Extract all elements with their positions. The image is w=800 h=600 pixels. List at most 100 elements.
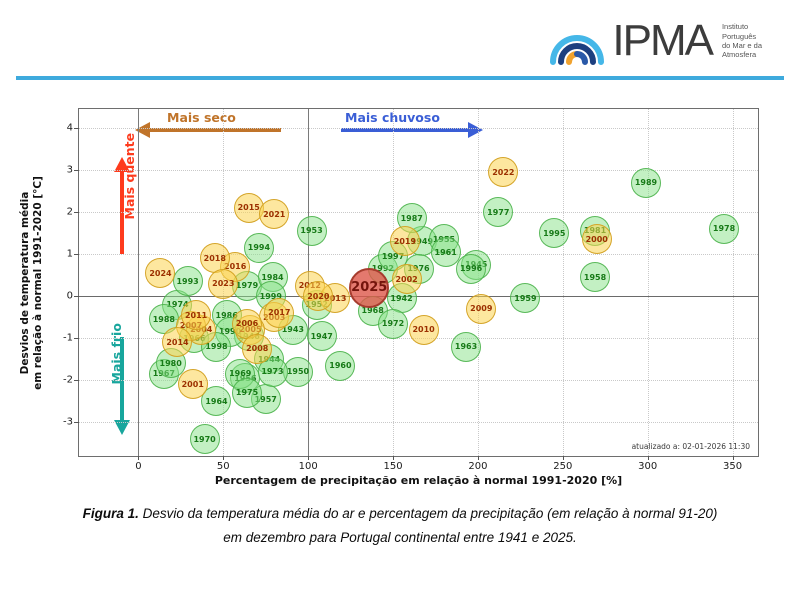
data-point-label: 1989	[634, 178, 658, 188]
x-tick-label-150: 150	[383, 461, 403, 472]
figure-caption-number: Figura 1.	[82, 506, 139, 521]
data-point-label: 1970	[193, 434, 216, 444]
data-point-label: 1958	[583, 272, 607, 282]
data-point-label: 2024	[149, 268, 172, 278]
gridline-y-3	[79, 169, 758, 171]
data-point-label: 1959	[514, 293, 537, 303]
y-axis-title: Desvios de temperatura média em relação …	[19, 133, 47, 433]
x-tick-label-100: 100	[298, 461, 318, 472]
y-tick-label-3: 3	[66, 164, 73, 176]
x-tick-label-300: 300	[638, 461, 658, 472]
y-tickmark-0	[74, 296, 79, 298]
wetter-arrow-line	[341, 128, 469, 132]
data-point-label: 2022	[492, 167, 515, 177]
y-tickmark-3	[74, 169, 79, 171]
data-point-label: 1978	[712, 224, 736, 234]
logo-subtext-line: Instituto	[721, 22, 749, 32]
data-point-label: 1957	[254, 394, 277, 404]
x-tick-label-350: 350	[722, 461, 743, 472]
colder-arrow-head-icon	[114, 420, 130, 435]
data-point-2022: 2022	[488, 157, 519, 188]
x-tick-label-200: 200	[468, 461, 488, 472]
data-point-label: 1980	[159, 358, 182, 368]
data-point-label: 2002	[395, 274, 418, 284]
data-point-1970: 1970	[189, 424, 220, 455]
data-point-label: 2023	[212, 279, 235, 289]
data-point-1958: 1958	[580, 262, 611, 293]
data-point-label: 2001	[181, 379, 204, 389]
data-point-label: 2016	[224, 262, 247, 272]
data-point-label: 2025	[351, 280, 388, 296]
data-point-1975: 1975	[232, 377, 263, 408]
data-point-2024: 2024	[145, 258, 176, 289]
data-point-2011: 2011	[181, 300, 212, 331]
updated-timestamp: atualizado a: 02-01-2026 11:30	[631, 442, 750, 451]
y-tickmark--2	[74, 380, 79, 382]
ipma-logo-arcs-icon	[550, 35, 605, 65]
logo-subtext-line: Português	[721, 31, 757, 41]
x-tickmark-150	[393, 456, 395, 460]
data-point-label: 1979	[235, 281, 259, 291]
data-point-label: 1963	[454, 342, 478, 352]
data-point-2015: 2015	[233, 192, 264, 223]
y-tickmark-4	[74, 127, 79, 129]
data-point-label: 2009	[470, 304, 493, 314]
data-point-label: 1999	[259, 291, 282, 301]
data-point-label: 2015	[237, 203, 260, 213]
data-point-2017: 2017	[264, 297, 295, 328]
data-point-2023: 2023	[208, 268, 239, 299]
data-point-2008: 2008	[242, 333, 273, 364]
data-point-label: 1996	[459, 264, 483, 274]
data-point-1964: 1964	[201, 386, 232, 417]
data-point-label: 1977	[487, 207, 510, 217]
data-point-1978: 1978	[709, 213, 740, 244]
logo-subtext-line: do Mar e da	[721, 41, 762, 50]
data-point-label: 2018	[203, 253, 226, 263]
data-point-label: 1953	[300, 226, 323, 236]
data-point-label: 1960	[329, 361, 352, 371]
data-point-label: 2019	[393, 236, 417, 246]
x-tickmark-300	[647, 456, 649, 460]
x-tick-label-250: 250	[553, 461, 573, 472]
data-point-label: 1964	[205, 396, 228, 406]
drier-arrow-label: Mais seco	[167, 110, 236, 125]
data-point-label: 1975	[235, 388, 259, 398]
logo-subtext-line: Atmosfera	[721, 50, 757, 60]
data-point-1953: 1953	[296, 215, 327, 246]
x-tickmark-350	[732, 456, 734, 460]
y-tick-label-1: 1	[66, 248, 73, 260]
figure-caption: Figura 1. Desvio da temperatura média do…	[0, 502, 800, 549]
data-point-label: 2013	[324, 293, 347, 303]
ipma-logo: IPMA Instituto Português do Mar e da Atm…	[548, 16, 762, 66]
data-point-1977: 1977	[483, 197, 514, 228]
x-tickmark-200	[477, 456, 479, 460]
data-point-1996: 1996	[456, 253, 487, 284]
data-point-label: 2010	[412, 325, 435, 335]
y-axis-title-line1: Desvios de temperatura média	[19, 191, 31, 375]
gridline-x-300	[647, 109, 649, 456]
data-point-label: 1994	[247, 243, 271, 253]
header-divider	[16, 76, 784, 80]
x-tick-label-0: 0	[135, 461, 142, 472]
data-point-2010: 2010	[408, 314, 439, 345]
data-point-label: 2021	[263, 209, 286, 219]
x-tick-label-50: 50	[216, 461, 230, 472]
x-tickmark-50	[223, 456, 225, 460]
y-tick-label-0: 0	[66, 290, 73, 302]
header: IPMA Instituto Português do Mar e da Atm…	[0, 0, 800, 80]
data-point-2014: 2014	[162, 327, 193, 358]
data-point-1995: 1995	[539, 218, 570, 249]
data-point-2002: 2002	[391, 264, 422, 295]
data-point-1961: 1961	[430, 237, 461, 267]
data-point-label: 1943	[281, 325, 304, 335]
data-point-label: 1950	[286, 367, 310, 377]
y-tickmark-2	[74, 212, 79, 214]
data-point-2001: 2001	[177, 369, 208, 400]
data-point-1972: 1972	[378, 308, 409, 339]
data-point-1950: 1950	[282, 356, 313, 387]
data-point-label: 1968	[361, 306, 384, 316]
data-point-label: 1972	[381, 319, 405, 328]
data-point-label: 2008	[246, 344, 269, 354]
data-point-label: 1942	[390, 293, 413, 303]
